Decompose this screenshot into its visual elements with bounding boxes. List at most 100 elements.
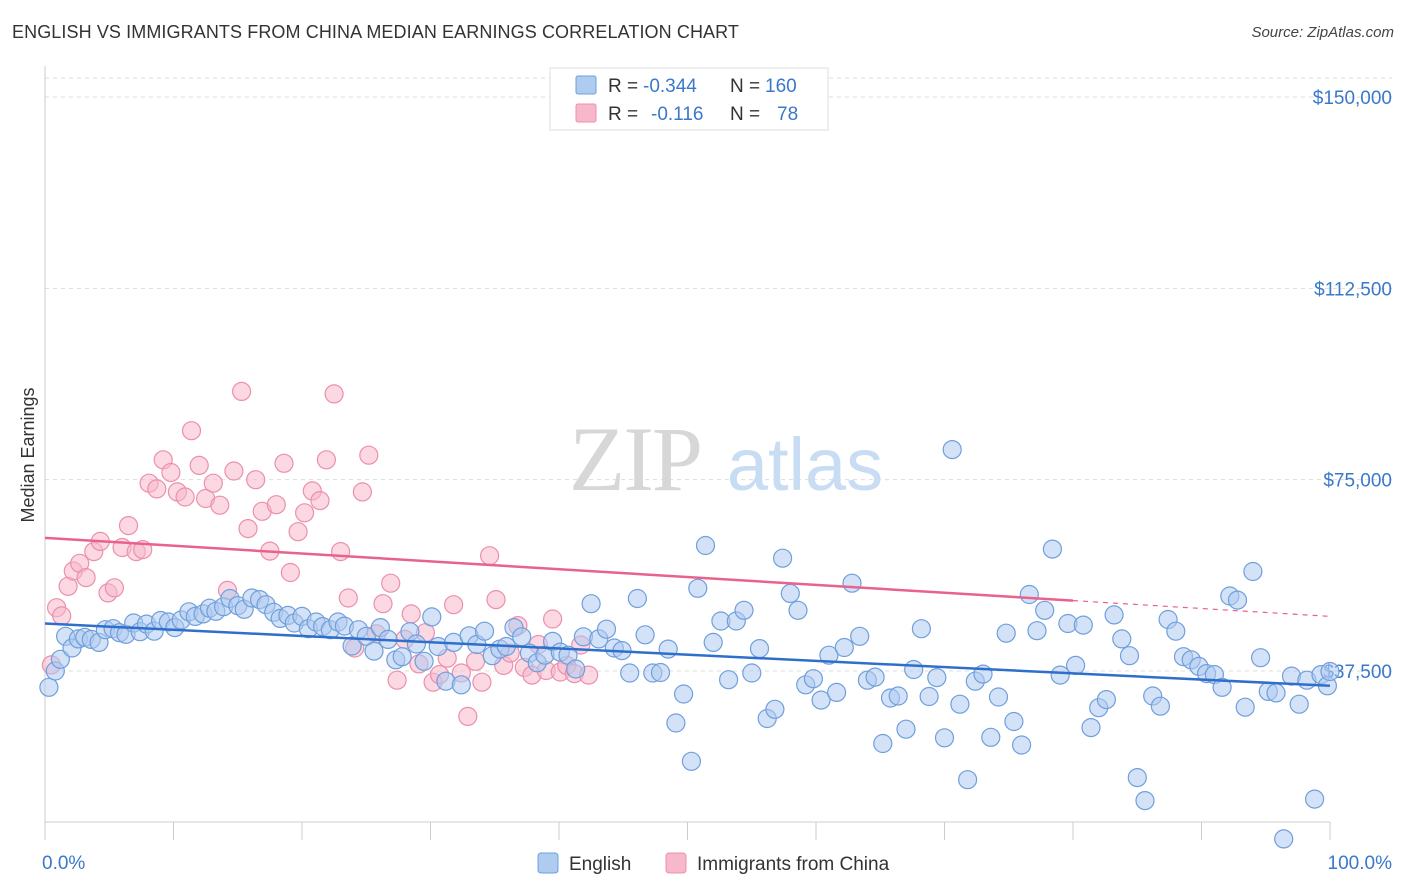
english-point-55 [422,607,442,627]
series-legend: English Immigrants from China [537,852,890,875]
english-point-51 [392,647,412,667]
china-point-62 [472,672,492,692]
legend-n-label-china: N = [730,104,760,125]
english-point-87 [666,713,686,733]
china-point-29 [238,518,258,539]
english-point-106 [811,690,831,710]
china-point-20 [175,487,195,507]
legend-r-value-china: -0.116 [651,104,703,125]
english-point-86 [658,639,678,659]
trend-lines [44,536,1331,688]
china-point-60 [458,706,478,727]
english-point-166 [1274,829,1294,849]
china-point-6 [76,567,96,588]
english-point-117 [896,719,916,739]
china-trend-line [44,536,1074,602]
english-point-116 [888,686,908,706]
english-point-82 [627,588,648,609]
english-point-173 [1320,661,1340,682]
english-point-137 [1050,665,1070,685]
english-point-85 [650,662,671,683]
china-point-12 [118,515,139,536]
watermark-zip: ZIP [569,408,701,510]
english-point-161 [1235,697,1255,717]
english-point-110 [842,573,862,593]
english-point-108 [826,682,847,703]
china-point-48 [373,594,393,614]
english-point-119 [911,619,932,639]
y-tick-label-0: $150,000 [1313,88,1392,109]
english-point-130 [996,623,1016,643]
china-point-49 [381,573,401,593]
english-point-67 [512,627,532,647]
english-point-59 [451,675,471,695]
china-point-28 [232,381,252,401]
china-point-30 [246,470,266,490]
english-point-124 [950,694,970,714]
english-point-96 [734,600,754,620]
english-point-128 [981,727,1001,747]
english-point-46 [356,626,376,646]
china-point-52 [401,604,421,624]
china-point-37 [295,503,315,523]
english-point-92 [703,632,723,653]
english-point-122 [934,728,955,748]
english-point-140 [1073,615,1093,635]
english-point-111 [850,626,870,646]
english-point-114 [873,733,893,754]
english-point-133 [1019,584,1039,605]
x-tick-label-1: 100.0% [1328,853,1393,874]
english-point-150 [1150,696,1171,716]
china-point-58 [444,595,464,615]
china-point-50 [387,670,407,690]
series-swatch-china [665,852,687,874]
english-point-134 [1027,621,1047,641]
china-point-36 [288,522,308,542]
china-point-46 [359,445,379,465]
china-point-10 [104,578,125,598]
english-point-76 [581,594,601,614]
china-point-42 [331,541,351,562]
english-point-165 [1266,683,1286,703]
china-point-34 [274,453,294,473]
legend-swatch-english [575,75,597,95]
english-point-168 [1289,694,1309,714]
y-tick-label-3: $37,500 [1323,662,1392,683]
english-point-78 [596,619,617,639]
english-point-81 [620,663,640,683]
watermark-atlas: atlas [727,423,883,506]
english-point-123 [942,440,962,460]
china-point-24 [203,473,223,493]
english-point-109 [834,637,854,658]
watermark: ZIP atlas [569,408,883,510]
source-label: Source: ZipAtlas.com [1251,24,1394,41]
english-point-101 [772,548,793,568]
english-point-141 [1081,717,1101,738]
english-point-121 [927,667,947,688]
english-point-89 [681,751,702,771]
english-point-74 [566,659,586,679]
english-point-91 [695,535,716,556]
english-point-135 [1035,600,1055,620]
english-point-94 [718,670,739,690]
legend-n-value-china: 78 [777,104,798,125]
english-point-62 [474,621,495,641]
chart-title: ENGLISH VS IMMIGRANTS FROM CHINA MEDIAN … [12,22,740,42]
english-point-47 [364,641,384,661]
english-point-131 [1004,711,1024,732]
english-point-88 [673,684,694,704]
china-point-27 [224,461,244,481]
english-point-107 [819,645,839,665]
china-point-16 [147,479,167,499]
english-point-113 [865,667,885,687]
china-point-61 [465,651,486,671]
china-point-21 [181,421,202,441]
x-tick-label-0: 0.0% [42,853,85,874]
china-point-35 [280,562,300,583]
english-point-129 [988,687,1009,707]
english-point-105 [803,669,824,689]
english-point-163 [1250,648,1271,668]
english-point-0 [39,677,59,697]
english-point-146 [1119,646,1140,666]
english-point-136 [1042,539,1063,559]
